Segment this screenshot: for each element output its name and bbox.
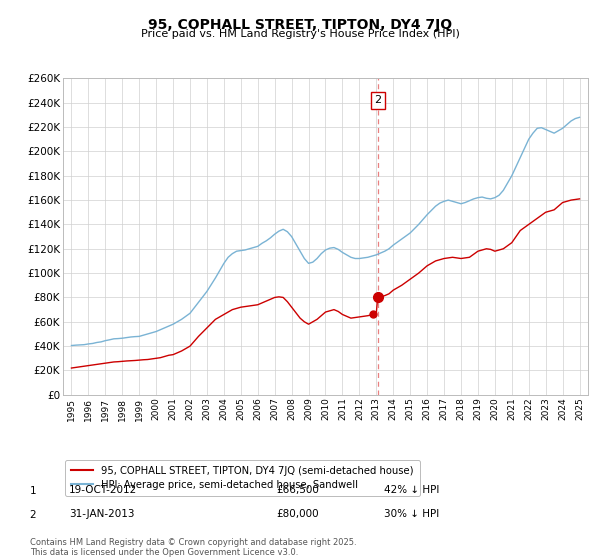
Text: 95, COPHALL STREET, TIPTON, DY4 7JQ: 95, COPHALL STREET, TIPTON, DY4 7JQ [148, 18, 452, 32]
Text: 30% ↓ HPI: 30% ↓ HPI [384, 509, 439, 519]
Text: Price paid vs. HM Land Registry's House Price Index (HPI): Price paid vs. HM Land Registry's House … [140, 29, 460, 39]
Text: 2: 2 [374, 95, 381, 105]
Text: 1: 1 [29, 486, 37, 496]
Text: £66,500: £66,500 [276, 485, 319, 495]
Text: £80,000: £80,000 [276, 509, 319, 519]
Text: 2: 2 [29, 510, 37, 520]
Text: 42% ↓ HPI: 42% ↓ HPI [384, 485, 439, 495]
Legend: 95, COPHALL STREET, TIPTON, DY4 7JQ (semi-detached house), HPI: Average price, s: 95, COPHALL STREET, TIPTON, DY4 7JQ (sem… [65, 460, 420, 496]
Text: 19-OCT-2012: 19-OCT-2012 [69, 485, 137, 495]
Text: Contains HM Land Registry data © Crown copyright and database right 2025.
This d: Contains HM Land Registry data © Crown c… [30, 538, 356, 557]
Text: 31-JAN-2013: 31-JAN-2013 [69, 509, 134, 519]
